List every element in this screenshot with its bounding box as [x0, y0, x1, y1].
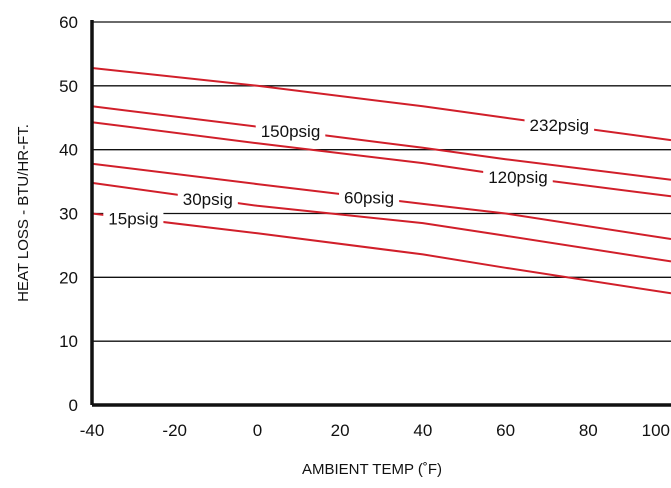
x-tick-label--20: -20: [162, 421, 187, 440]
series-line-150psig: [91, 105, 671, 181]
x-tick-label-20: 20: [331, 421, 350, 440]
x-tick-label-100: 100: [642, 421, 670, 440]
series-label-bg-150psig: [255, 120, 326, 142]
x-tick-label-0: 0: [253, 421, 262, 440]
x-tick-label-80: 80: [579, 421, 598, 440]
series-label-bg-232psig: [524, 115, 595, 137]
series-label-120psig: 120psig: [488, 168, 548, 187]
series-label-30psig: 30psig: [183, 190, 233, 209]
series-label-232psig: 232psig: [530, 116, 590, 135]
x-tick-label--40: -40: [80, 421, 105, 440]
y-tick-label-10: 10: [59, 332, 78, 351]
series-label-bg-15psig: [103, 208, 164, 230]
series-layer: [91, 67, 671, 295]
series-label-bg-60psig: [339, 187, 400, 209]
series-line-120psig: [91, 121, 671, 198]
grid-layer: [92, 21, 671, 342]
series-label-bg-30psig: [177, 188, 238, 210]
y-tick-label-20: 20: [59, 268, 78, 287]
x-tick-label-40: 40: [413, 421, 432, 440]
series-label-150psig: 150psig: [261, 122, 321, 141]
y-tick-label-50: 50: [59, 77, 78, 96]
y-tick-label-0: 0: [69, 396, 78, 415]
x-tick-label-60: 60: [496, 421, 515, 440]
label-layer: 232psig 150psig 120psig 60psig 30psig 15psig: [103, 115, 595, 230]
series-label-60psig: 60psig: [344, 188, 394, 207]
axis-layer: 0 10 20 30 40 50 60 -40 -20 0 20 40 60 80 100: [59, 13, 671, 440]
series-label-bg-120psig: [483, 166, 553, 188]
series-line-60psig: [91, 162, 671, 240]
series-line-15psig: [91, 212, 671, 295]
x-axis-title: AMBIENT TEMP (˚F): [302, 461, 442, 478]
y-tick-label-60: 60: [59, 13, 78, 32]
series-label-15psig: 15psig: [108, 209, 158, 228]
y-tick-label-30: 30: [59, 205, 78, 224]
y-tick-label-40: 40: [59, 141, 78, 160]
y-axis-title: HEAT LOSS - BTU/HR-FT.: [15, 124, 32, 302]
